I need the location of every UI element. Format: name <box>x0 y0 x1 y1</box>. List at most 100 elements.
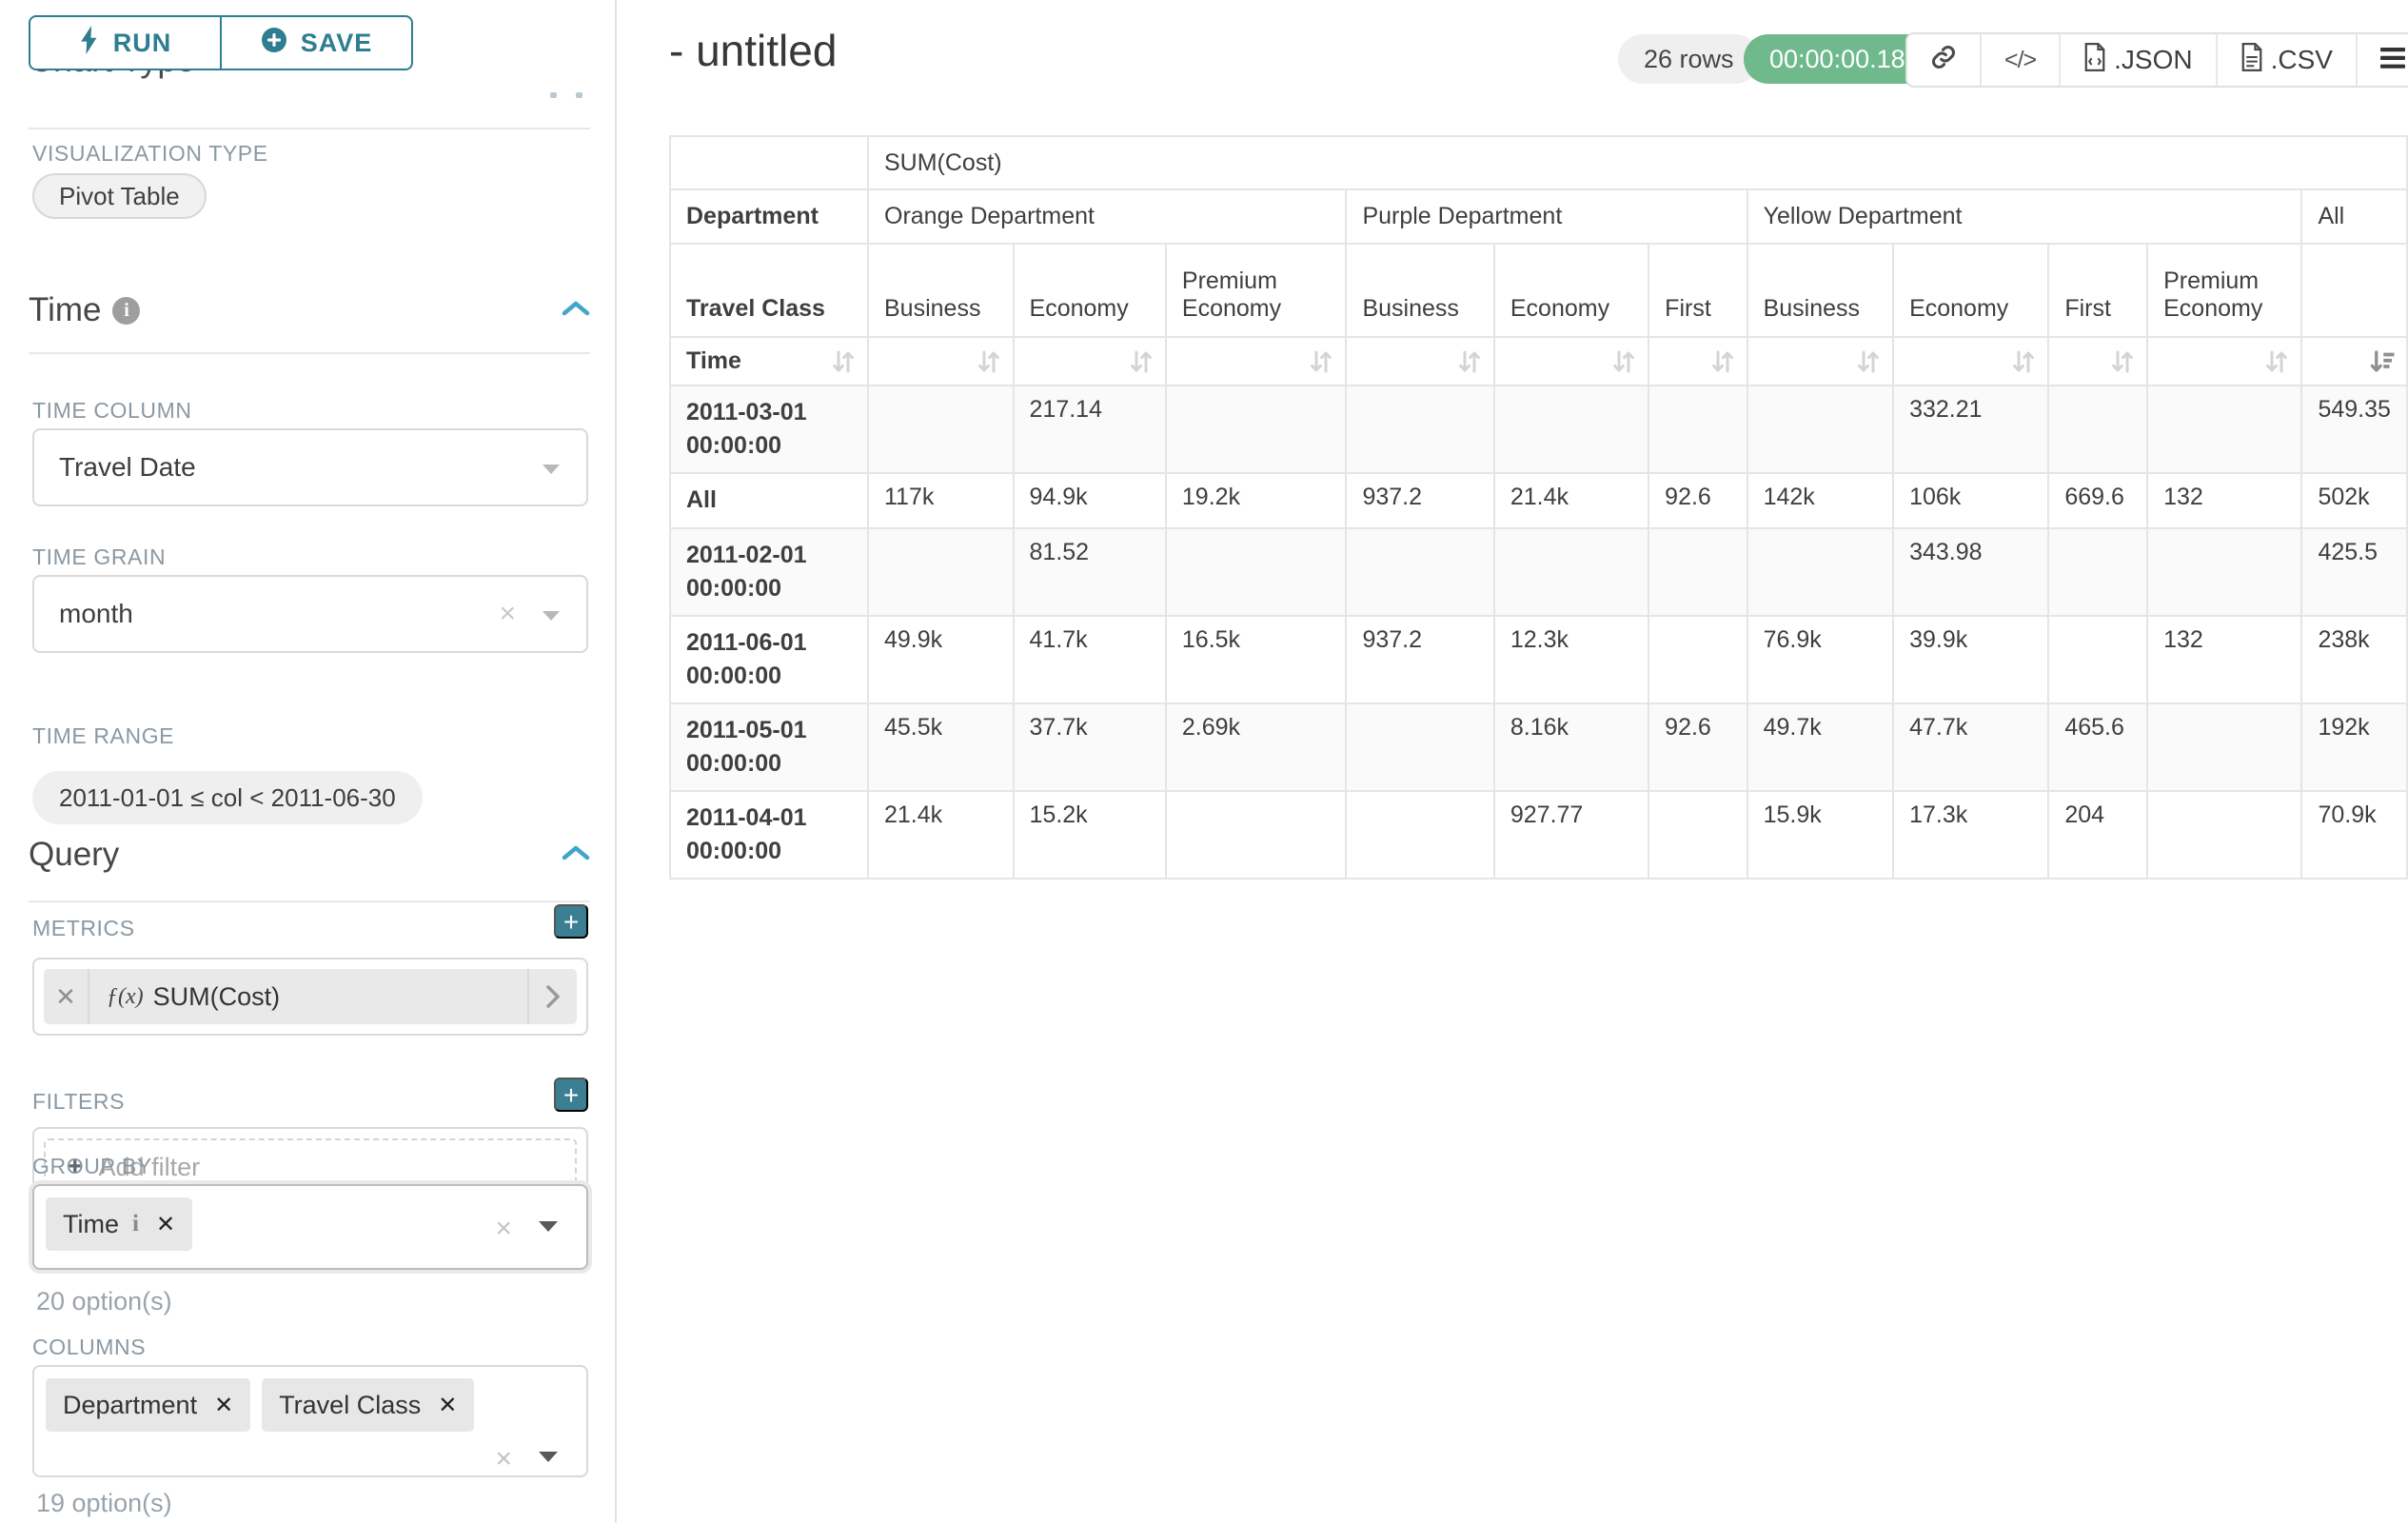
chart-area: - untitled 26 rows 00:00:00.18 </> <box>617 0 2408 1523</box>
remove-chip-icon[interactable]: ✕ <box>438 1392 457 1419</box>
pivot-sort-header[interactable] <box>1166 337 1347 386</box>
group-by-select[interactable]: Timei✕ × <box>32 1184 588 1270</box>
control-panel: Chart Type RUN SAVE VISUALIZATION TYPE P… <box>0 0 617 1523</box>
chevron-up-icon[interactable] <box>562 300 590 322</box>
pivot-cell <box>1346 703 1493 791</box>
query-timer-badge: 00:00:00.18 <box>1744 34 1931 84</box>
select-chip[interactable]: Department✕ <box>46 1378 250 1432</box>
pivot-cell: 12.3k <box>1494 616 1648 703</box>
hamburger-menu-icon <box>2380 45 2407 75</box>
pivot-cell <box>1166 528 1347 616</box>
pivot-cell <box>2147 386 2301 473</box>
chevron-down-icon[interactable] <box>537 1450 560 1469</box>
visualization-type-label: VISUALIZATION TYPE <box>32 141 268 167</box>
pivot-sort-header[interactable] <box>2048 337 2147 386</box>
columns-label: COLUMNS <box>32 1335 146 1360</box>
time-column-value: Travel Date <box>59 452 196 483</box>
pivot-travel-class-header: Economy <box>1494 244 1648 337</box>
pivot-cell: 2.69k <box>1166 703 1347 791</box>
chart-title[interactable]: - untitled <box>669 25 837 76</box>
pivot-cell: 132 <box>2147 473 2301 528</box>
time-section-header[interactable]: Time i <box>29 291 590 329</box>
pivot-row-label: 2011-05-01 00:00:00 <box>670 703 868 791</box>
columns-select[interactable]: Department✕Travel Class✕ × <box>32 1365 588 1477</box>
pivot-sort-header[interactable] <box>1014 337 1166 386</box>
remove-chip-icon[interactable]: ✕ <box>156 1211 175 1238</box>
pivot-cell <box>1166 386 1347 473</box>
time-column-select[interactable]: Travel Date <box>32 428 588 506</box>
pivot-row-label: 2011-06-01 00:00:00 <box>670 616 868 703</box>
pivot-cell: 76.9k <box>1747 616 1893 703</box>
pivot-travel-class-header: First <box>2048 244 2147 337</box>
pivot-data-row: 2011-04-01 00:00:0021.4k15.2k927.7715.9k… <box>670 791 2407 879</box>
time-column-label: TIME COLUMN <box>32 398 192 424</box>
select-chip[interactable]: Travel Class✕ <box>262 1378 474 1432</box>
group-by-chips: Timei✕ <box>46 1197 192 1251</box>
pivot-cell: 17.3k <box>1893 791 2048 879</box>
pivot-sort-header[interactable] <box>868 337 1014 386</box>
chevron-up-icon[interactable] <box>562 844 590 866</box>
chip-label: Time <box>63 1210 119 1239</box>
run-button[interactable]: RUN <box>29 15 221 70</box>
clear-icon[interactable]: × <box>495 1213 512 1245</box>
pivot-cell: 465.6 <box>2048 703 2147 791</box>
pivot-sort-header[interactable] <box>1747 337 1893 386</box>
visualization-type-value[interactable]: Pivot Table <box>32 173 207 219</box>
pivot-cell: 49.9k <box>868 616 1014 703</box>
pivot-travel-class-header: Economy <box>1893 244 2048 337</box>
pivot-travel-class-header: Premium Economy <box>1166 244 1347 337</box>
export-json-button[interactable]: .JSON <box>2059 34 2215 86</box>
pivot-cell: 217.14 <box>1014 386 1166 473</box>
pivot-cell: 37.7k <box>1014 703 1166 791</box>
pivot-cell: 45.5k <box>868 703 1014 791</box>
remove-chip-icon[interactable]: ✕ <box>214 1392 233 1419</box>
pivot-sort-header[interactable] <box>2147 337 2301 386</box>
pivot-travel-class-header: Business <box>1346 244 1493 337</box>
pivot-cell: 937.2 <box>1346 473 1493 528</box>
pivot-department-group-header: Purple Department <box>1346 189 1747 244</box>
short-link-button[interactable] <box>1907 34 1980 86</box>
time-grain-select[interactable]: month × <box>32 575 588 653</box>
pivot-travel-class-axis-label: Travel Class <box>670 244 868 337</box>
query-section-header[interactable]: Query <box>29 836 590 874</box>
divider <box>29 128 590 129</box>
add-metric-button[interactable]: + <box>554 904 588 939</box>
metric-chip[interactable]: ✕ ƒ(x) SUM(Cost) <box>44 969 577 1024</box>
time-section-title: Time <box>29 291 101 329</box>
pivot-sort-header[interactable] <box>1346 337 1493 386</box>
add-filter-plus-button[interactable]: + <box>554 1078 588 1112</box>
pivot-cell: 106k <box>1893 473 2048 528</box>
pivot-sort-header-active-desc[interactable] <box>2301 337 2407 386</box>
time-grain-value: month <box>59 599 133 629</box>
pivot-cell <box>1346 386 1493 473</box>
pivot-cell <box>2048 616 2147 703</box>
clear-icon[interactable]: × <box>499 598 516 630</box>
pivot-time-sort-header[interactable]: Time <box>670 337 868 386</box>
pivot-data-row: All117k94.9k19.2k937.221.4k92.6142k106k6… <box>670 473 2407 528</box>
pivot-data-row: 2011-05-01 00:00:0045.5k37.7k2.69k8.16k9… <box>670 703 2407 791</box>
export-csv-button[interactable]: .CSV <box>2216 34 2356 86</box>
plus-circle-icon <box>261 27 287 60</box>
clear-icon[interactable]: × <box>495 1443 512 1475</box>
select-chip[interactable]: Timei✕ <box>46 1197 192 1251</box>
superset-explore-view: Chart Type RUN SAVE VISUALIZATION TYPE P… <box>0 0 2408 1523</box>
pivot-row-label: All <box>670 473 868 528</box>
chart-type-collapse-caret[interactable] <box>550 92 582 98</box>
pivot-sort-header[interactable] <box>1494 337 1648 386</box>
save-button[interactable]: SAVE <box>221 15 413 70</box>
chevron-down-icon[interactable] <box>537 1219 560 1238</box>
pivot-cell <box>868 386 1014 473</box>
menu-button[interactable] <box>2356 34 2408 86</box>
pivot-sort-header[interactable] <box>1893 337 2048 386</box>
remove-metric-icon[interactable]: ✕ <box>44 969 89 1024</box>
pivot-sort-header[interactable] <box>1648 337 1747 386</box>
pivot-travel-class-header <box>2301 244 2407 337</box>
time-range-value[interactable]: 2011-01-01 ≤ col < 2011-06-30 <box>32 771 423 824</box>
pivot-cell: 92.6 <box>1648 473 1747 528</box>
chevron-down-icon <box>541 599 562 629</box>
chevron-right-icon[interactable] <box>527 969 577 1024</box>
view-query-button[interactable]: </> <box>1980 34 2059 86</box>
filters-label: FILTERS <box>32 1089 125 1115</box>
json-file-icon <box>2083 43 2106 78</box>
group-by-option-count: 20 option(s) <box>36 1287 172 1316</box>
